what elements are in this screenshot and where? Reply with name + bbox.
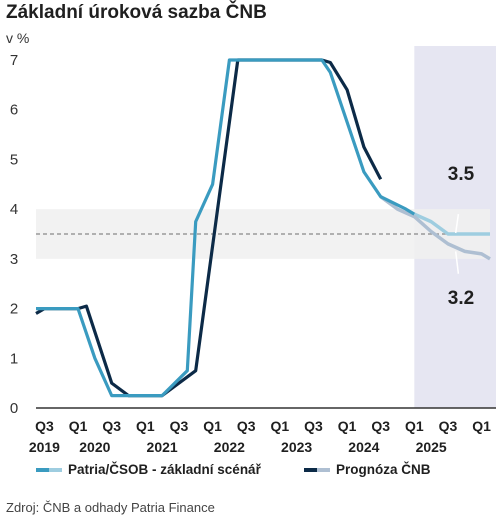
x-tick-label: Q3 <box>371 418 390 434</box>
x-tick-label: Q3 <box>304 418 323 434</box>
legend-swatch-cnb <box>304 467 330 472</box>
x-year-label: 2023 <box>281 439 312 455</box>
y-tick-label: 6 <box>10 102 18 119</box>
x-year-label: 2020 <box>79 439 110 455</box>
legend-swatch-patria <box>36 467 62 472</box>
x-tick-label: Q1 <box>338 418 357 434</box>
annotation-leader <box>454 251 460 274</box>
x-year-label: 2022 <box>214 439 245 455</box>
y-tick-label: 1 <box>10 350 18 367</box>
x-tick-label: Q1 <box>203 418 222 434</box>
x-tick-label: Q3 <box>35 418 54 434</box>
annotation-label-3-2: 3.2 <box>448 288 474 309</box>
y-tick-label: 2 <box>10 301 18 318</box>
y-tick-label: 4 <box>10 201 18 218</box>
legend-item-cnb: Prognóza ČNB <box>304 462 431 477</box>
x-year-label: 2019 <box>29 439 60 455</box>
x-axis: Q3 Q1 Q3 Q1 Q3 Q1 Q3 Q1 Q3 Q1 Q3 Q1 Q3 Q1 2019 2020 2021… <box>29 407 496 455</box>
y-tick-label: 7 <box>10 52 18 69</box>
x-tick-label: Q1 <box>472 418 491 434</box>
x-tick-label: Q1 <box>69 418 88 434</box>
annotations: 3.5 3.2 <box>448 164 475 309</box>
legend-item-patria: Patria/ČSOB - základní scénář <box>36 462 261 477</box>
source-note: Zdroj: ČNB a odhady Patria Finance <box>6 500 215 515</box>
x-tick-label: Q1 <box>136 418 155 434</box>
x-tick-label: Q3 <box>102 418 121 434</box>
series-forecast-line-patria <box>413 212 490 236</box>
series-line-cnb <box>35 58 383 398</box>
x-year-label: 2021 <box>147 439 178 455</box>
legend: Patria/ČSOB - základní scénář Prognóza Č… <box>36 462 496 482</box>
annotation-label-3-5: 3.5 <box>448 164 475 185</box>
x-year-label: 2024 <box>348 439 379 455</box>
y-tick-label: 5 <box>10 151 18 168</box>
y-axis-unit-label: v % <box>6 30 30 46</box>
series-forecast-line-cnb <box>379 195 491 261</box>
y-tick-label: 0 <box>10 400 18 417</box>
x-tick-label: Q1 <box>405 418 424 434</box>
x-tick-label: Q1 <box>270 418 289 434</box>
y-tick-label: 3 <box>10 251 18 268</box>
legend-label-patria: Patria/ČSOB - základní scénář <box>68 462 261 477</box>
x-year-label: 2025 <box>416 439 447 455</box>
series-lines <box>35 58 491 398</box>
legend-label-cnb: Prognóza ČNB <box>336 462 431 477</box>
y-axis-ticks: 0 1 2 3 4 5 6 7 <box>10 52 18 417</box>
annotation-leader <box>454 214 460 234</box>
chart-title: Základní úroková sazba ČNB <box>6 2 267 23</box>
x-tick-label: Q3 <box>439 418 458 434</box>
series-line-patria <box>36 58 416 398</box>
x-tick-label: Q3 <box>170 418 189 434</box>
x-tick-label: Q3 <box>237 418 256 434</box>
